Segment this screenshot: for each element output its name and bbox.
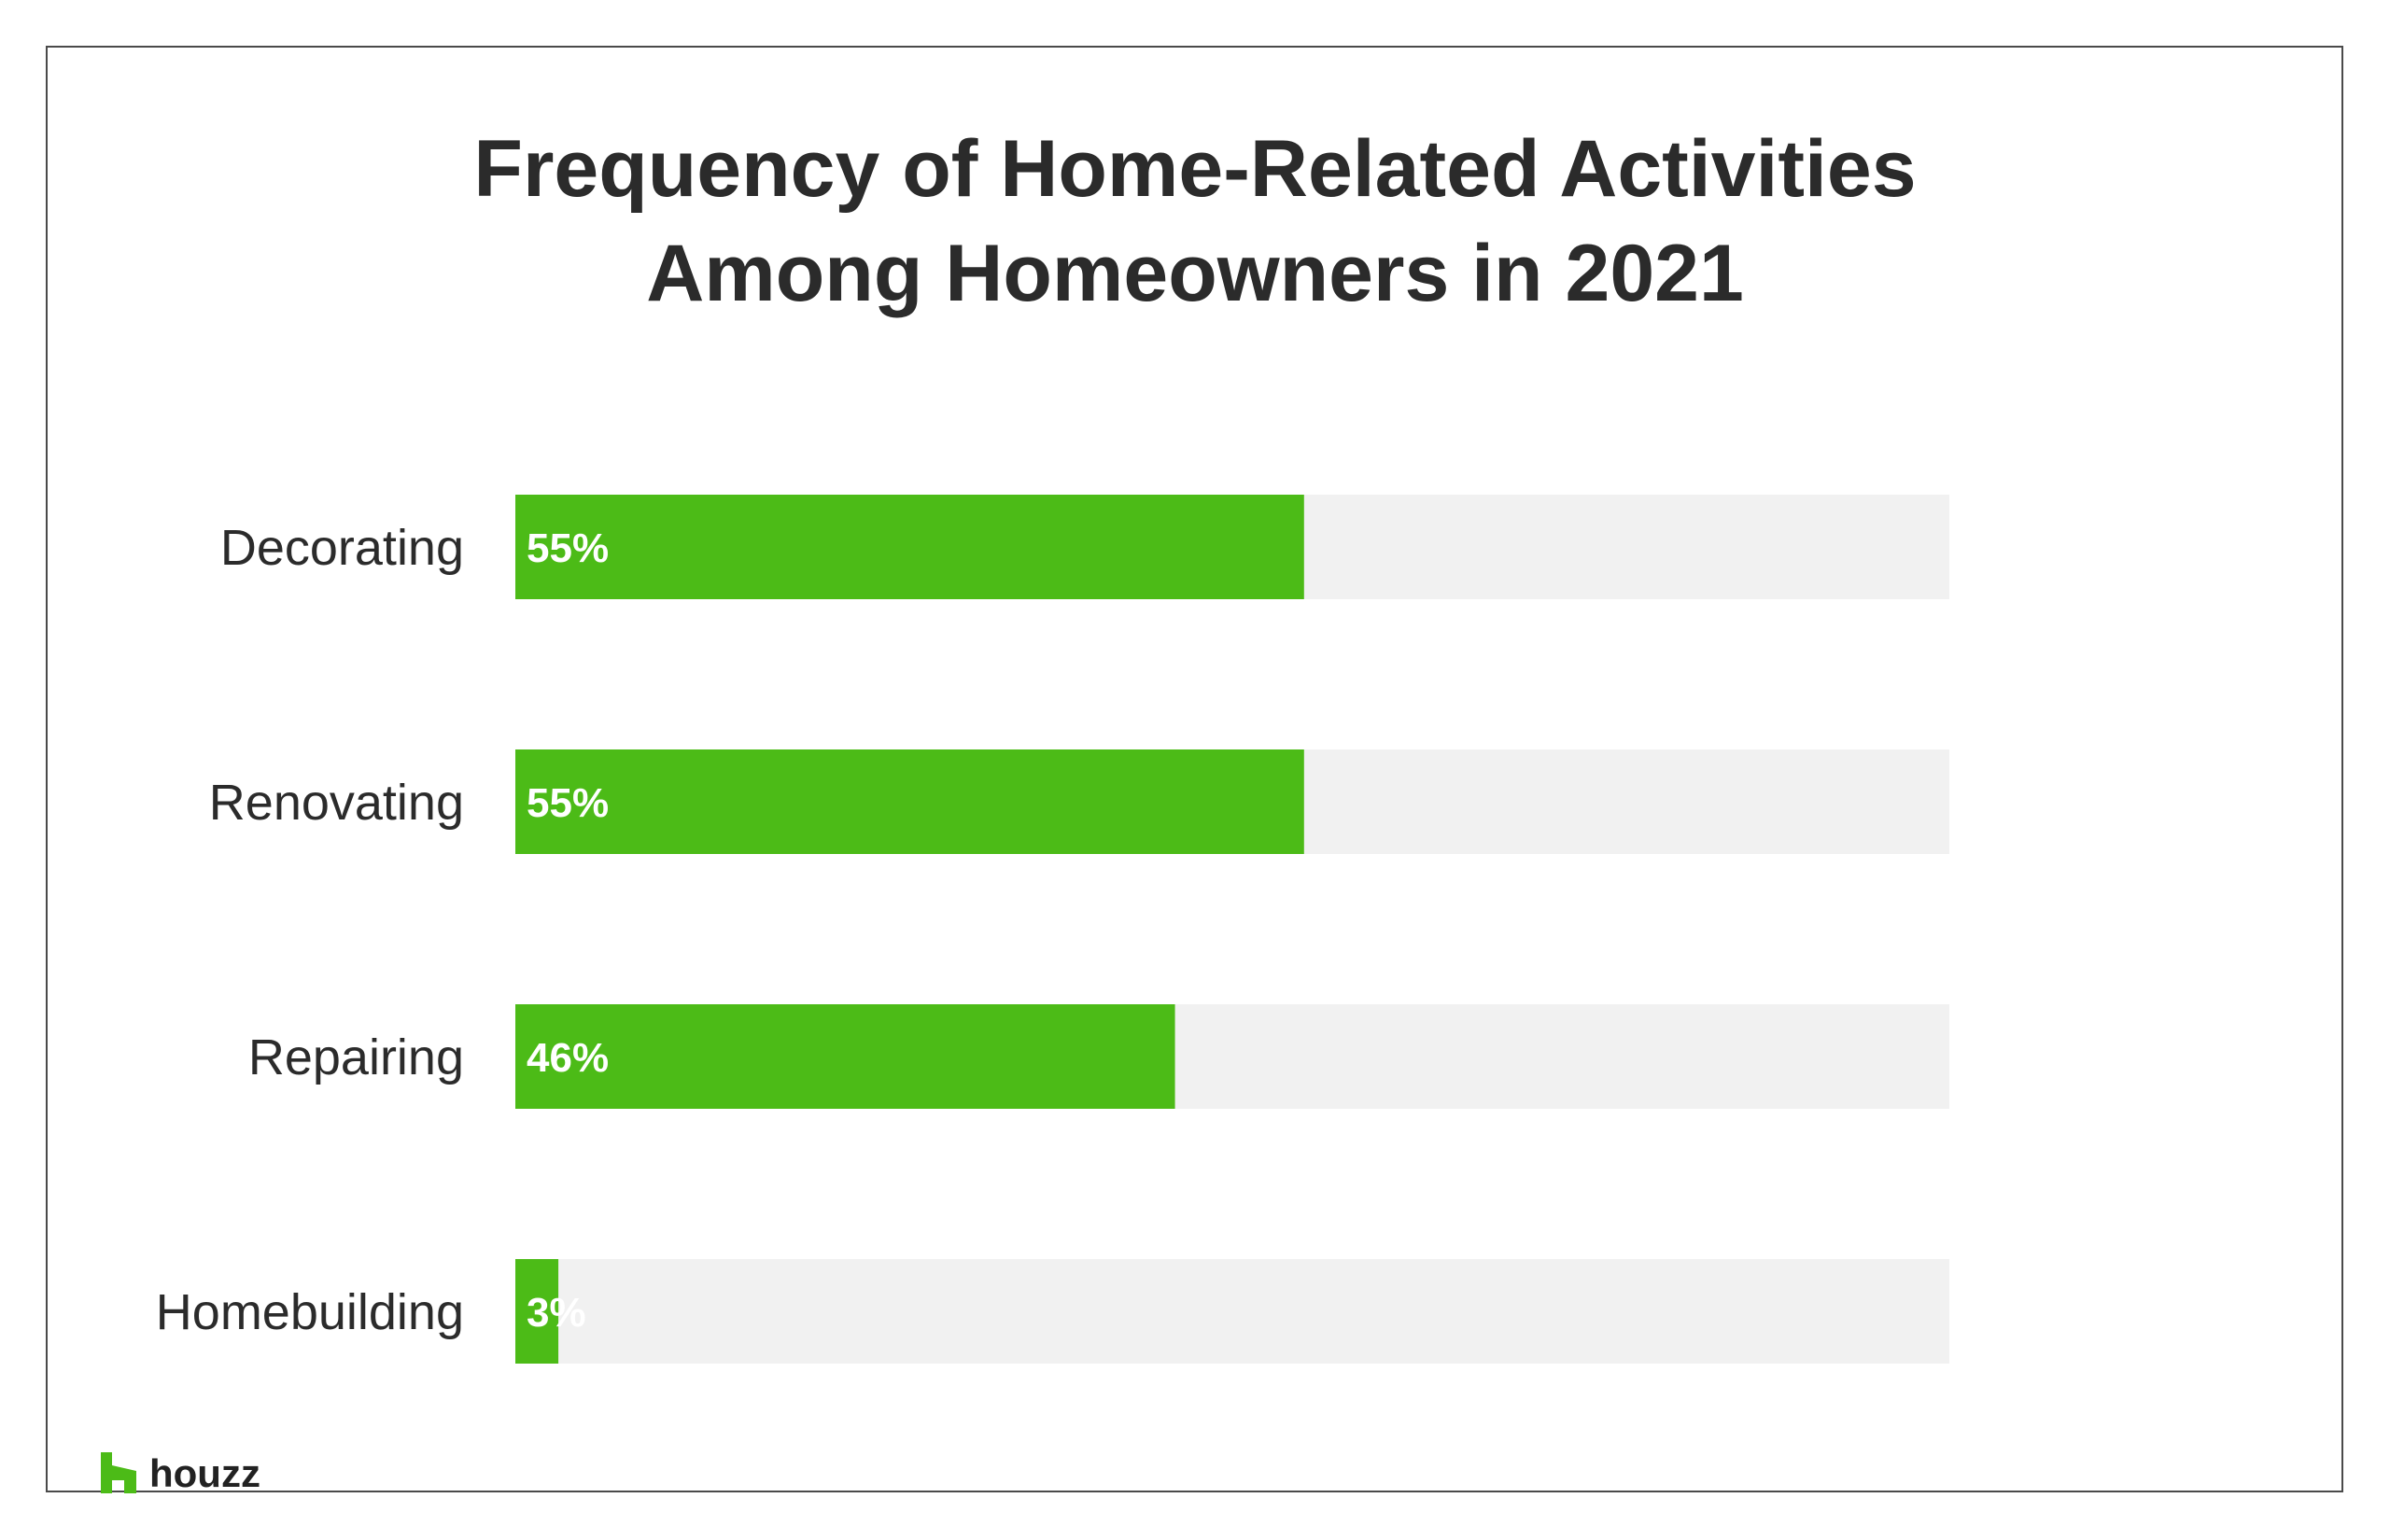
bar-track-homebuilding [515, 1259, 1949, 1364]
chart-title: Frequency of Home-Related Activities Amo… [0, 117, 2390, 326]
category-label-repairing: Repairing [248, 1029, 464, 1085]
value-label-renovating: 55% [527, 780, 609, 826]
houzz-h-icon [101, 1452, 136, 1493]
bar-repairing [515, 1004, 1175, 1109]
category-label-homebuilding: Homebuilding [156, 1284, 464, 1340]
category-label-renovating: Renovating [209, 775, 464, 831]
value-label-homebuilding: 3% [527, 1290, 586, 1336]
value-label-repairing: 46% [527, 1035, 609, 1081]
chart-title-line-1: Frequency of Home-Related Activities [473, 124, 1917, 214]
value-label-decorating: 55% [527, 525, 609, 571]
bar-decorating [515, 495, 1304, 599]
chart-frame [46, 46, 2343, 1492]
category-label-decorating: Decorating [220, 520, 464, 576]
houzz-logo: houzz [101, 1452, 260, 1493]
bar-renovating [515, 749, 1304, 854]
houzz-logo-text: houzz [149, 1451, 260, 1495]
bar-homebuilding [515, 1259, 559, 1364]
chart-title-line-2: Among Homeowners in 2021 [646, 229, 1744, 318]
